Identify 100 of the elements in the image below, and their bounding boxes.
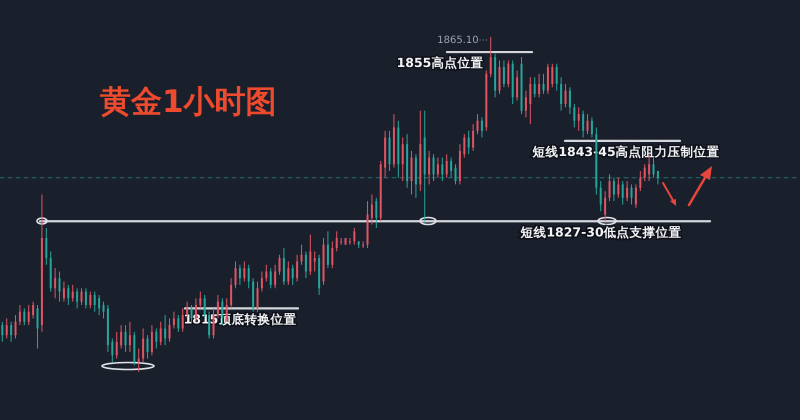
candlestick [80,288,83,306]
candlestick [652,157,655,178]
candlestick [644,164,646,182]
candlestick [578,106,580,132]
candlestick [498,60,501,94]
candlestick [370,194,373,226]
candlestick [304,250,307,279]
candlestick [142,328,144,362]
candlestick [23,308,26,326]
candlestick [292,264,294,286]
ref-line-label: 短线1827-30低点支撑位置 [519,224,682,240]
candlestick [551,63,554,88]
candlestick [353,227,356,246]
candlestick [265,264,268,282]
candlestick [375,197,378,228]
candlestick [102,301,105,319]
candlestick [84,288,87,309]
candlestick [243,260,246,282]
candlestick [432,154,435,182]
candlestick [28,304,30,326]
candlestick [446,154,448,178]
candlestick [138,348,140,372]
candlestick [58,271,61,302]
candlestick [36,304,39,350]
candlestick [124,324,127,352]
candlestick [177,314,180,332]
candlestick [546,63,549,94]
candlestick [199,291,202,309]
candlestick [155,328,158,350]
candlestick [560,76,562,112]
candlestick [622,180,624,205]
candlestick [62,281,65,302]
candlestick [428,150,430,185]
candlestick [626,180,628,202]
candlestick [182,308,184,332]
candlestick [111,338,114,362]
candlestick [476,114,479,135]
candlestick [463,134,466,158]
candlestick [172,311,175,329]
candlestick [507,60,510,88]
candlestick [45,227,48,266]
candlestick [529,76,532,125]
candlestick [534,76,536,98]
candlestick [441,157,444,182]
candlestick [516,70,518,102]
candlestick [234,260,237,289]
candlestick [89,291,92,309]
candlestick [331,240,334,269]
candlestick [590,116,593,138]
candlestick [248,264,250,289]
candlestick [146,334,149,360]
candlestick [573,104,576,128]
candlestick [656,170,659,185]
candlestick [94,291,96,312]
candlestick [314,250,316,272]
candlestick [556,63,558,92]
candlestick [300,244,303,266]
candlestick [256,281,259,312]
candlestick [564,83,567,108]
candlestick [634,184,637,208]
candlestick [230,278,232,309]
candlestick [296,254,298,282]
candlestick [410,150,413,195]
candlestick [617,177,620,198]
candlestick [582,110,584,138]
candlestick [480,116,483,138]
candlestick [542,73,545,94]
candlestick [600,180,602,212]
candlestick [274,264,276,289]
candlestick [402,137,404,182]
candlestick [336,230,338,252]
candlestick [1,321,4,342]
candlestick [98,294,100,316]
text: 黄金1小时图 [100,84,277,120]
candlestick [612,177,615,202]
candlestick [67,284,70,306]
candlestick [6,318,8,339]
candlestick [18,304,21,326]
candlestick [309,234,312,276]
candlestick [472,124,474,152]
candlestick [72,284,74,302]
candlestick [278,254,281,276]
candlestick [454,164,457,185]
candlestick [116,331,118,360]
candlestick [502,60,505,88]
candlestick [568,86,571,115]
candlestick [260,271,263,292]
candlestick [76,288,78,309]
candlestick [630,184,633,205]
candlestick [282,248,285,286]
annotation: 1865.10 [437,35,479,46]
candlestick [538,73,540,98]
candlestick [164,314,166,346]
candlestick [150,324,153,356]
candlestick [436,157,439,178]
ref-line-label: 1855高点位置 [396,55,484,70]
candlestick [524,90,527,118]
candlestick [120,324,122,350]
candlestick [326,230,329,269]
candlestick [160,321,162,346]
